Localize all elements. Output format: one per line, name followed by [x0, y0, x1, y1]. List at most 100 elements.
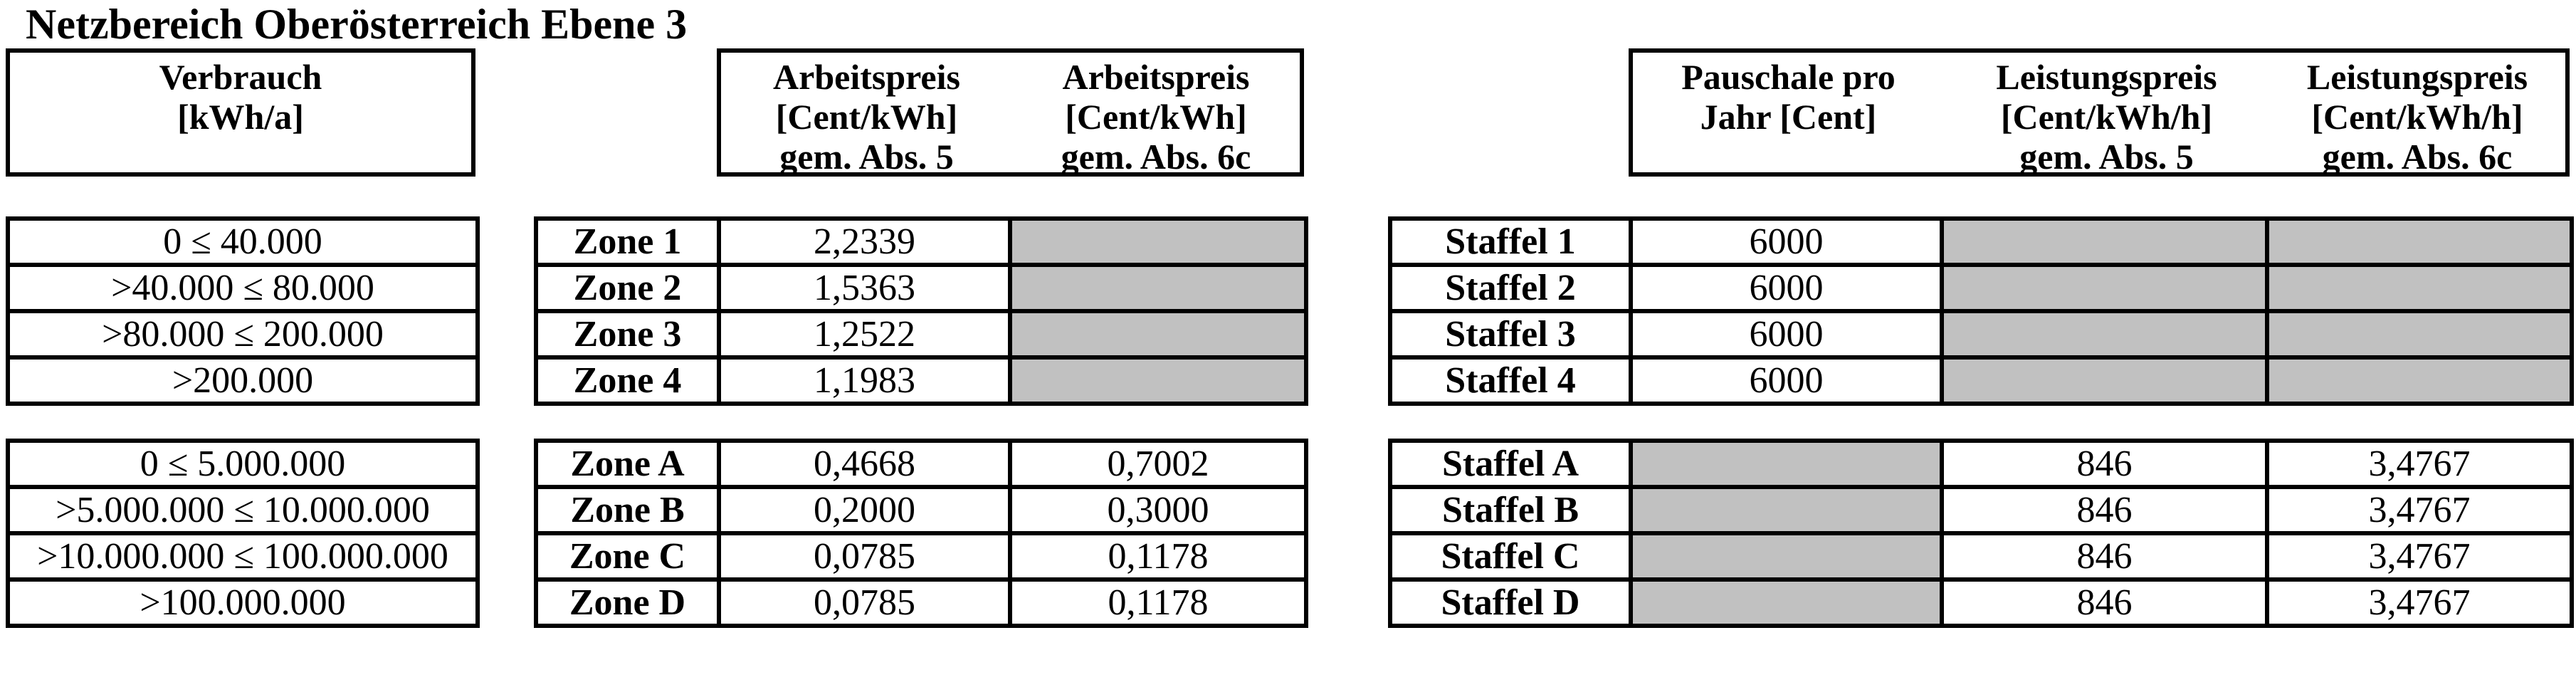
- price-cell: 6000: [1629, 216, 1944, 267]
- price-cell: 0,2000: [717, 485, 1012, 535]
- table-row: Staffel A 846 3,4767: [1388, 439, 2574, 489]
- table-row: >100.000.000: [6, 577, 480, 628]
- price-cell: 6000: [1629, 309, 1944, 360]
- table-row: Zone A 0,4668 0,7002: [534, 439, 1308, 489]
- empty-gray-cell: [1940, 216, 2269, 267]
- price-cell: 3,4767: [2265, 577, 2574, 628]
- price-cell: 846: [1940, 531, 2269, 582]
- table-row: Staffel 1 6000: [1388, 216, 2574, 267]
- range-cell: >40.000 ≤ 80.000: [6, 263, 480, 313]
- zone-label-cell: Zone 4: [534, 355, 721, 406]
- empty-gray-cell: [1629, 577, 1944, 628]
- table-row: >5.000.000 ≤ 10.000.000: [6, 485, 480, 535]
- table-row: Staffel C 846 3,4767: [1388, 531, 2574, 582]
- zone-label-cell: Zone 3: [534, 309, 721, 360]
- table-row: 0 ≤ 5.000.000: [6, 439, 480, 489]
- empty-gray-cell: [1940, 263, 2269, 313]
- header-box-verbrauch: Verbrauch [kWh/a]: [6, 48, 475, 177]
- table-row: Zone D 0,0785 0,1178: [534, 577, 1308, 628]
- empty-gray-cell: [2265, 355, 2574, 406]
- table-row: 0 ≤ 40.000: [6, 216, 480, 267]
- staffel-label-cell: Staffel A: [1388, 439, 1633, 489]
- empty-gray-cell: [1629, 531, 1944, 582]
- table-row: Staffel 3 6000: [1388, 309, 2574, 360]
- table-zones-block2: Zone A 0,4668 0,7002 Zone B 0,2000 0,300…: [534, 439, 1308, 628]
- table-row: Staffel B 846 3,4767: [1388, 485, 2574, 535]
- empty-gray-cell: [1940, 355, 2269, 406]
- staffel-label-cell: Staffel 1: [1388, 216, 1633, 267]
- range-cell: 0 ≤ 40.000: [6, 216, 480, 267]
- header-line: [Cent/kWh/h]: [2000, 97, 2213, 137]
- table-staffeln-block1: Staffel 1 6000 Staffel 2 6000 Staffel 3 …: [1388, 216, 2574, 406]
- header-col-arbeitspreis-abs6c: Arbeitspreis [Cent/kWh] gem. Abs. 6c: [1012, 57, 1300, 177]
- header-line: [Cent/kWh]: [1065, 97, 1247, 137]
- zone-label-cell: Zone C: [534, 531, 721, 582]
- staffel-label-cell: Staffel 4: [1388, 355, 1633, 406]
- table-row: Zone B 0,2000 0,3000: [534, 485, 1308, 535]
- header-col-pauschale: Pauschale pro Jahr [Cent]: [1633, 57, 1944, 137]
- header-line: Leistungspreis: [2306, 57, 2528, 97]
- empty-gray-cell: [1629, 439, 1944, 489]
- empty-gray-cell: [1008, 309, 1308, 360]
- table-verbrauch-ranges-block1: 0 ≤ 40.000 >40.000 ≤ 80.000 >80.000 ≤ 20…: [6, 216, 480, 406]
- price-cell: 6000: [1629, 355, 1944, 406]
- zone-label-cell: Zone D: [534, 577, 721, 628]
- price-cell: 1,5363: [717, 263, 1012, 313]
- table-row: Staffel D 846 3,4767: [1388, 577, 2574, 628]
- staffel-label-cell: Staffel B: [1388, 485, 1633, 535]
- header-line: gem. Abs. 5: [2019, 137, 2194, 177]
- range-cell: >200.000: [6, 355, 480, 406]
- header-box-arbeitspreis: Arbeitspreis [Cent/kWh] gem. Abs. 5 Arbe…: [717, 48, 1304, 177]
- price-cell: 1,1983: [717, 355, 1012, 406]
- header-line: gem. Abs. 6c: [2322, 137, 2513, 177]
- zone-label-cell: Zone A: [534, 439, 721, 489]
- price-cell: 6000: [1629, 263, 1944, 313]
- price-cell: 3,4767: [2265, 485, 2574, 535]
- header-line: gem. Abs. 6c: [1061, 137, 1251, 177]
- header-col-leistungspreis-abs5: Leistungspreis [Cent/kWh/h] gem. Abs. 5: [1944, 57, 2269, 177]
- table-row: Zone 2 1,5363: [534, 263, 1308, 313]
- header-line: Arbeitspreis: [773, 57, 960, 97]
- empty-gray-cell: [1629, 485, 1944, 535]
- header-line: [Cent/kWh/h]: [2311, 97, 2523, 137]
- staffel-label-cell: Staffel C: [1388, 531, 1633, 582]
- range-cell: >10.000.000 ≤ 100.000.000: [6, 531, 480, 582]
- header-line: Arbeitspreis: [1062, 57, 1250, 97]
- empty-gray-cell: [1940, 309, 2269, 360]
- range-cell: 0 ≤ 5.000.000: [6, 439, 480, 489]
- table-row: >10.000.000 ≤ 100.000.000: [6, 531, 480, 582]
- header-col-verbrauch: Verbrauch [kWh/a]: [10, 57, 471, 137]
- price-cell: 0,1178: [1008, 577, 1308, 628]
- price-cell: 0,0785: [717, 577, 1012, 628]
- range-cell: >100.000.000: [6, 577, 480, 628]
- zone-label-cell: Zone B: [534, 485, 721, 535]
- table-row: Zone 4 1,1983: [534, 355, 1308, 406]
- price-cell: 846: [1940, 485, 2269, 535]
- table-row: Zone 1 2,2339: [534, 216, 1308, 267]
- staffel-label-cell: Staffel D: [1388, 577, 1633, 628]
- price-cell: 1,2522: [717, 309, 1012, 360]
- table-row: Staffel 2 6000: [1388, 263, 2574, 313]
- range-cell: >80.000 ≤ 200.000: [6, 309, 480, 360]
- zone-label-cell: Zone 2: [534, 263, 721, 313]
- staffel-label-cell: Staffel 2: [1388, 263, 1633, 313]
- price-cell: 0,7002: [1008, 439, 1308, 489]
- price-cell: 846: [1940, 577, 2269, 628]
- header-box-leistungspreis: Pauschale pro Jahr [Cent] Leistungspreis…: [1629, 48, 2570, 177]
- header-line: Jahr [Cent]: [1700, 97, 1877, 137]
- price-cell: 846: [1940, 439, 2269, 489]
- table-zones-block1: Zone 1 2,2339 Zone 2 1,5363 Zone 3 1,252…: [534, 216, 1308, 406]
- price-cell: 0,3000: [1008, 485, 1308, 535]
- price-cell: 0,4668: [717, 439, 1012, 489]
- empty-gray-cell: [1008, 216, 1308, 267]
- table-staffeln-block2: Staffel A 846 3,4767 Staffel B 846 3,476…: [1388, 439, 2574, 628]
- empty-gray-cell: [1008, 263, 1308, 313]
- page-title: Netzbereich Oberösterreich Ebene 3: [26, 1, 688, 48]
- header-line: gem. Abs. 5: [779, 137, 954, 177]
- header-line: [Cent/kWh]: [775, 97, 958, 137]
- header-line: Verbrauch: [159, 57, 322, 97]
- empty-gray-cell: [2265, 263, 2574, 313]
- price-cell: 3,4767: [2265, 439, 2574, 489]
- table-row: Zone C 0,0785 0,1178: [534, 531, 1308, 582]
